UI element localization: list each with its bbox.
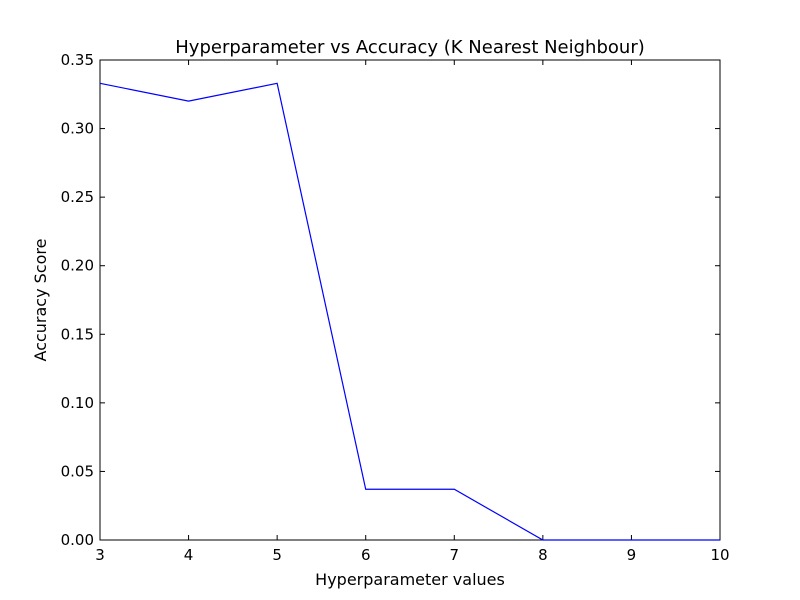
chart-title: Hyperparameter vs Accuracy (K Nearest Ne…	[175, 37, 645, 58]
y-tick-label: 0.30	[61, 120, 94, 138]
x-tick-label: 10	[710, 546, 729, 564]
y-tick-label: 0.00	[61, 531, 94, 549]
y-tick-label: 0.15	[61, 325, 94, 343]
x-tick-label: 9	[627, 546, 637, 564]
x-tick-label: 8	[538, 546, 548, 564]
x-tick-label: 6	[361, 546, 371, 564]
series-layer	[99, 82, 720, 541]
y-tick-label: 0.10	[61, 394, 94, 412]
x-tick-label: 3	[95, 546, 105, 564]
plot-area: 3 4 5 6 7 8 9 10 0.00 0.05 0.10 0.15 0.20 0.25 0.30 0.…	[61, 51, 730, 564]
x-axis: 3 4 5 6 7 8 9 10	[95, 60, 730, 564]
y-axis-label: Accuracy Score	[31, 239, 50, 362]
x-tick-label: 5	[272, 546, 282, 564]
x-tick-label: 4	[184, 546, 194, 564]
plot-frame	[99, 59, 721, 541]
y-tick-label: 0.35	[61, 51, 94, 69]
y-tick-label: 0.25	[61, 188, 94, 206]
y-tick-label: 0.20	[61, 257, 94, 275]
x-axis-label: Hyperparameter values	[315, 570, 505, 589]
y-tick-label: 0.05	[61, 462, 94, 480]
series-line	[99, 82, 720, 541]
x-tick-label: 7	[450, 546, 460, 564]
